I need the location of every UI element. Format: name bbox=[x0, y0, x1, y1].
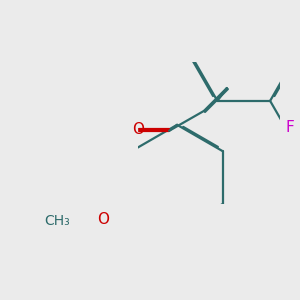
Text: O: O bbox=[97, 212, 109, 227]
Text: F: F bbox=[286, 120, 295, 135]
Text: O: O bbox=[132, 122, 144, 137]
Text: CH₃: CH₃ bbox=[44, 214, 70, 228]
